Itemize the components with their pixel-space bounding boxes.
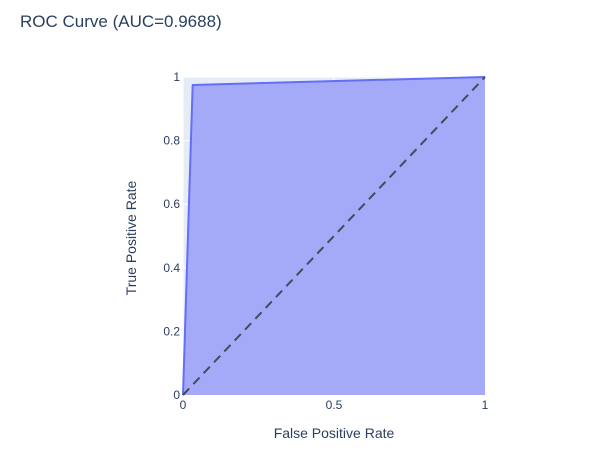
y-axis-title: True Positive Rate [123, 180, 139, 295]
y-tick-label: 0.4 [163, 261, 180, 275]
y-tick-label: 0 [173, 388, 180, 402]
x-tick-label: 1 [482, 398, 489, 412]
series-layer [182, 76, 486, 396]
y-tick-label: 0.6 [163, 197, 180, 211]
roc-curve-line [182, 76, 486, 396]
x-tick-label: 0 [180, 398, 187, 412]
diagonal-reference-line [182, 76, 486, 396]
x-axis-title: False Positive Rate [274, 425, 395, 441]
chart-title: ROC Curve (AUC=0.9688) [20, 12, 222, 31]
y-tick-label: 0.2 [163, 324, 180, 338]
x-tick-label: 0.5 [326, 398, 343, 412]
tick-layer: 0 0.5 1 0 0.2 0.4 0.6 0.8 1 [163, 70, 488, 412]
y-tick-label: 1 [173, 70, 180, 84]
y-tick-label: 0.8 [163, 134, 180, 148]
